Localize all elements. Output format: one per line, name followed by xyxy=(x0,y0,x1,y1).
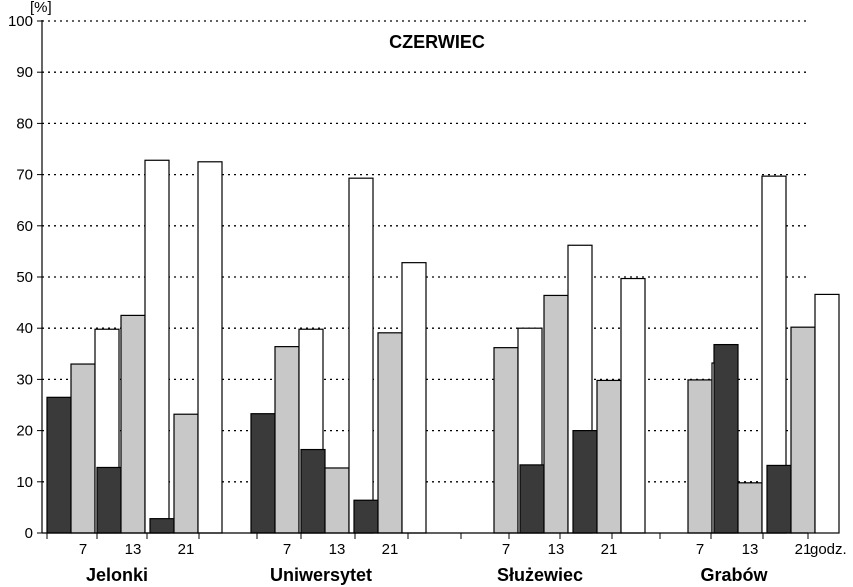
bars xyxy=(46,159,840,534)
hour-tick-label: 13 xyxy=(548,541,565,558)
bar xyxy=(572,430,598,534)
bar xyxy=(814,293,840,534)
bar xyxy=(274,346,300,534)
bar xyxy=(596,379,622,534)
x-axis-label: godz. xyxy=(810,541,847,558)
y-tick-label: 10 xyxy=(16,474,33,491)
bar xyxy=(493,347,519,534)
bar xyxy=(353,499,379,534)
y-tick-label: 90 xyxy=(16,64,33,81)
y-tick-label: 30 xyxy=(16,371,33,388)
y-tick-label: 20 xyxy=(16,423,33,440)
axes xyxy=(37,20,809,539)
bar xyxy=(737,482,763,534)
hour-tick-label: 21 xyxy=(795,541,812,558)
bar xyxy=(144,159,170,534)
bar xyxy=(197,161,223,534)
hour-tick-label: 13 xyxy=(125,541,142,558)
bar xyxy=(173,413,199,534)
bar xyxy=(766,464,792,534)
bar xyxy=(149,518,175,534)
gridlines xyxy=(42,20,808,483)
bar xyxy=(543,294,569,534)
bar xyxy=(70,363,96,534)
hour-tick-label: 7 xyxy=(696,541,704,558)
hour-tick-label: 7 xyxy=(502,541,510,558)
group-label: Służewiec xyxy=(497,565,583,585)
bar xyxy=(401,262,427,534)
y-tick-label: 50 xyxy=(16,269,33,286)
y-tick-label: 70 xyxy=(16,167,33,184)
bar xyxy=(713,343,739,534)
group-label: Jelonki xyxy=(86,565,148,585)
bar xyxy=(348,177,374,534)
y-tick-label: 100 xyxy=(8,13,33,30)
bar xyxy=(300,448,326,534)
hour-tick-label: 21 xyxy=(178,541,195,558)
hour-tick-label: 13 xyxy=(742,541,759,558)
bar xyxy=(790,326,816,534)
bar xyxy=(519,464,545,534)
bar xyxy=(687,379,713,534)
y-tick-label: 40 xyxy=(16,320,33,337)
hour-tick-label: 21 xyxy=(382,541,399,558)
hour-tick-label: 7 xyxy=(79,541,87,558)
y-tick-label: 0 xyxy=(25,525,33,542)
bar xyxy=(377,332,403,534)
bar xyxy=(250,413,276,534)
bar xyxy=(620,277,646,534)
hour-tick-label: 7 xyxy=(283,541,291,558)
group-label: Uniwersytet xyxy=(270,565,372,585)
bar xyxy=(96,466,122,534)
bar xyxy=(120,314,146,534)
bar xyxy=(46,396,72,534)
group-label: Grabów xyxy=(700,565,768,585)
y-tick-label: 80 xyxy=(16,115,33,132)
y-tick-label: 60 xyxy=(16,218,33,235)
labels: [%] CZERWIEC godz. 0 10 20 30 40 50 60 70 80 90 10… xyxy=(8,0,847,585)
bar xyxy=(324,467,350,534)
hour-tick-label: 21 xyxy=(601,541,618,558)
y-axis-label: [%] xyxy=(30,0,52,16)
chart-title: CZERWIEC xyxy=(389,32,485,52)
hour-tick-label: 13 xyxy=(329,541,346,558)
